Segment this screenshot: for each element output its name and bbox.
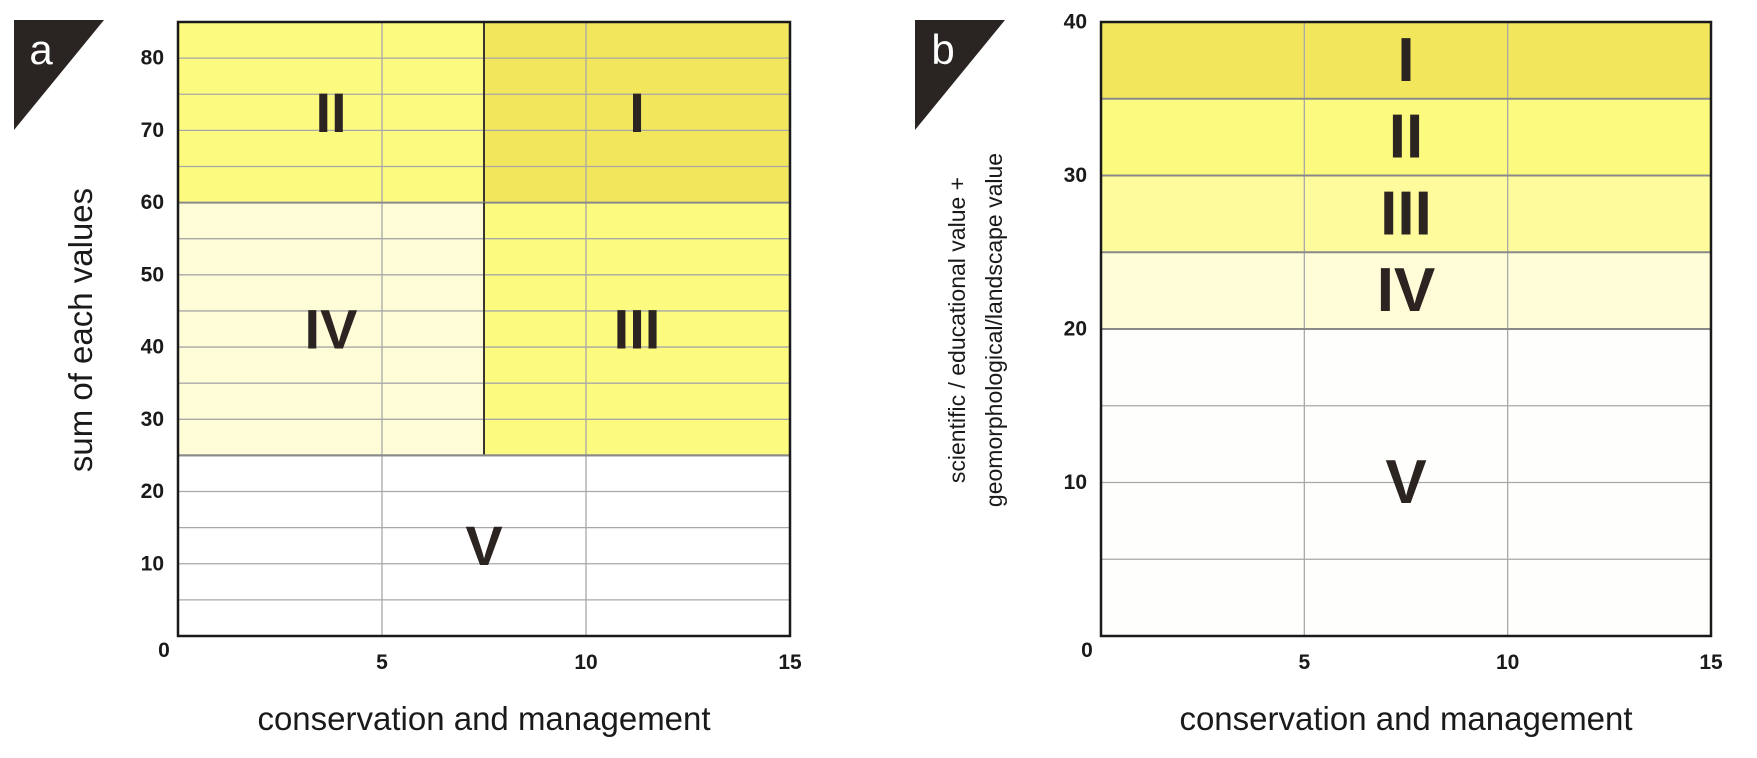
zone-label-v: V	[1385, 448, 1426, 517]
y-tick-label: 50	[141, 263, 164, 286]
x-tick-label: 10	[574, 651, 597, 674]
panel-b-zones	[1101, 22, 1711, 636]
y-tick-label: 30	[141, 408, 164, 431]
panel-b-zone-borders	[1101, 97, 1711, 330]
y-tick-label: 80	[141, 47, 164, 70]
zone-i-area	[1101, 22, 1711, 99]
zone-iv-area	[1101, 252, 1711, 329]
panel-a-zone-borders	[178, 22, 790, 457]
panel-b-y-ticks: 10 20 30 40	[1064, 11, 1087, 495]
panel-a-corner-badge	[14, 20, 104, 130]
panel-b-origin-label: 0	[1081, 639, 1093, 662]
panel-b-y-axis-title-line-2: geomorphological/landscape value	[981, 153, 1007, 507]
y-tick-label: 30	[1064, 164, 1087, 187]
x-tick-label: 15	[778, 651, 802, 674]
panel-b-letter: b	[931, 26, 954, 73]
y-tick-label: 10	[1064, 471, 1087, 494]
x-tick-label: 10	[1496, 651, 1519, 674]
panel-a-y-axis-title: sum of each values	[62, 188, 99, 472]
panel-a-frame	[176, 20, 792, 638]
zone-iv-area	[178, 202, 484, 456]
panel-a-x-axis-title: conservation and management	[257, 700, 710, 737]
panel-b-x-axis-title: conservation and management	[1179, 700, 1632, 737]
zone-label-ii: II	[1389, 103, 1423, 172]
zone-label-ii: II	[315, 81, 346, 144]
panel-b-frame	[1099, 20, 1713, 638]
panel-b-corner-badge	[915, 20, 1005, 130]
zone-i-area	[484, 22, 790, 203]
panel-a-y-ticks: 10 20 30 40 50 60 70 80	[141, 47, 164, 576]
zone-label-i: I	[629, 81, 645, 144]
panel-a-x-ticks: 5 10 15	[376, 651, 802, 674]
panel-a-origin-label: 0	[158, 639, 170, 662]
zone-iii-area	[1101, 175, 1711, 253]
panel-b-y-axis-title-line-1: scientific / educational value +	[944, 177, 970, 483]
zone-label-iv: IV	[1377, 256, 1436, 325]
zone-label-v: V	[465, 514, 502, 577]
zone-label-iii: III	[614, 298, 661, 361]
panel-a-letter: a	[29, 26, 53, 73]
y-tick-label: 10	[141, 552, 164, 575]
panel-a-zones	[178, 22, 790, 636]
y-tick-label: 70	[141, 119, 164, 142]
y-tick-label: 60	[141, 191, 164, 214]
zone-v-area	[178, 455, 790, 636]
x-tick-label: 5	[1298, 651, 1310, 674]
zone-iii-area	[484, 202, 790, 456]
zone-label-i: I	[1397, 26, 1414, 95]
panel-b-x-ticks: 5 10 15	[1298, 651, 1723, 674]
zone-ii-area	[1101, 98, 1711, 176]
zone-label-iv: IV	[305, 298, 358, 361]
y-tick-label: 40	[141, 336, 164, 359]
y-tick-label: 40	[1064, 11, 1087, 34]
y-tick-label: 20	[1064, 318, 1087, 341]
zone-label-iii: III	[1380, 179, 1432, 248]
x-tick-label: 5	[376, 651, 388, 674]
x-tick-label: 15	[1699, 651, 1723, 674]
zone-ii-area	[178, 22, 484, 203]
y-tick-label: 20	[141, 480, 164, 503]
